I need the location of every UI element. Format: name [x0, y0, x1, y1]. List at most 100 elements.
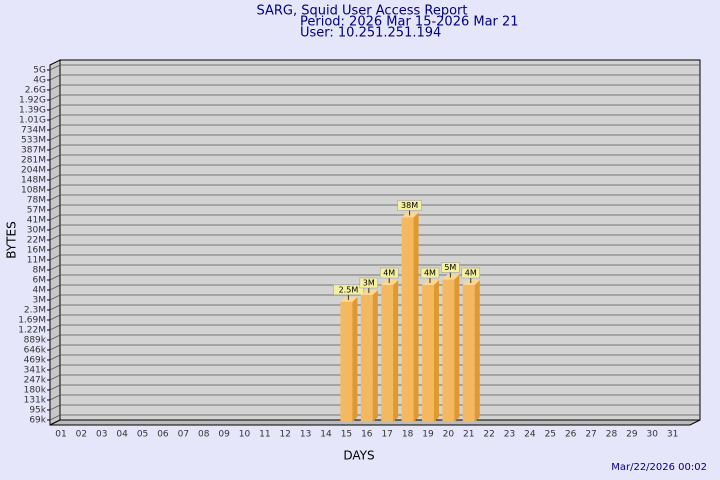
- bar-group: 5M: [441, 262, 460, 422]
- y-tick-label: 1.92G: [19, 96, 46, 106]
- y-tick-label: 6M: [33, 276, 47, 286]
- grid-line: [49, 384, 700, 391]
- y-tick-label: 57M: [27, 206, 46, 216]
- x-tick-label: 08: [198, 430, 210, 440]
- x-tick-label: 13: [300, 430, 311, 440]
- bar: [401, 217, 414, 422]
- bar-side: [454, 274, 460, 422]
- x-tick-label: 04: [116, 430, 128, 440]
- chart-user: User: 10.251.251.194: [300, 26, 441, 41]
- grid-line: [49, 284, 700, 291]
- bar: [421, 285, 434, 422]
- grid-line: [49, 154, 700, 161]
- x-axis-label: DAYS: [343, 449, 374, 463]
- x-tick-label: 27: [585, 430, 596, 440]
- x-tick-label: 11: [259, 430, 270, 440]
- grid-line: [49, 134, 700, 141]
- grid-line: [49, 334, 700, 341]
- bar-group: 4M: [420, 267, 440, 422]
- plot-floor: [49, 419, 701, 426]
- y-tick-label: 889k: [24, 336, 47, 346]
- y-tick-label: 148M: [21, 176, 46, 186]
- grid-line: [49, 94, 700, 101]
- value-label: 3M: [363, 279, 375, 288]
- x-tick-label: 20: [443, 430, 455, 440]
- grid-line: [49, 254, 700, 261]
- value-label-box: [461, 267, 480, 279]
- y-tick-label: 247k: [24, 376, 47, 386]
- grid-line: [49, 364, 700, 371]
- y-tick-label: 180k: [24, 386, 47, 396]
- grid-line: [49, 84, 700, 91]
- x-tick-label: 25: [545, 430, 556, 440]
- x-tick-label: 28: [606, 430, 618, 440]
- value-label-box: [397, 200, 422, 211]
- x-tick-label: 29: [626, 430, 638, 440]
- grid-line: [49, 74, 700, 81]
- grid-line: [49, 404, 700, 411]
- x-tick-label: 14: [320, 430, 332, 440]
- y-tick-label: 469k: [24, 356, 47, 366]
- x-tick-label: 09: [218, 430, 230, 440]
- value-label-box: [333, 284, 364, 296]
- bar: [340, 301, 353, 422]
- grid-line: [49, 114, 700, 121]
- y-tick-label: 5G: [33, 66, 46, 76]
- y-tick-label: 387M: [21, 146, 46, 156]
- x-tick-label: 23: [504, 430, 515, 440]
- y-tick-label: 4M: [33, 286, 47, 296]
- x-tick-label: 18: [402, 430, 414, 440]
- x-tick-label: 26: [565, 430, 577, 440]
- grid-line: [49, 264, 700, 271]
- grid-line: [49, 214, 700, 221]
- plot-side-wall: [49, 59, 61, 426]
- value-label: 4M: [424, 269, 436, 278]
- bar: [442, 279, 455, 422]
- x-tick-label: 24: [524, 430, 536, 440]
- x-tick-label: 06: [157, 430, 169, 440]
- grid-line: [49, 224, 700, 231]
- y-axis-label: BYTES: [5, 221, 19, 258]
- grid-line: [49, 174, 700, 181]
- x-tick-label: 17: [381, 430, 392, 440]
- y-tick-label: 8M: [33, 266, 47, 276]
- bar: [360, 295, 373, 422]
- y-tick-label: 2.6G: [25, 86, 46, 96]
- y-tick-label: 78M: [27, 196, 46, 206]
- x-tick-label: 30: [646, 430, 658, 440]
- grid-line: [49, 144, 700, 151]
- bar-group: 4M: [379, 267, 399, 422]
- y-tick-label: 11M: [27, 256, 46, 266]
- grid-line: [49, 344, 700, 351]
- x-tick-label: 21: [463, 430, 474, 440]
- bar-group: 4M: [461, 267, 480, 422]
- y-tick-label: 95k: [29, 406, 46, 416]
- plot-back-wall: [59, 59, 701, 421]
- grid-line: [49, 184, 700, 191]
- x-tick-label: 05: [137, 430, 148, 440]
- grid-line: [49, 124, 700, 131]
- bar-side: [372, 290, 378, 422]
- y-tick-label: 22M: [27, 236, 46, 246]
- value-label: 4M: [383, 269, 395, 278]
- y-tick-label: 281M: [21, 156, 46, 166]
- value-label-box: [441, 262, 460, 273]
- y-tick-label: 41M: [27, 216, 46, 226]
- y-tick-label: 30M: [27, 226, 46, 236]
- x-tick-label: 15: [341, 430, 352, 440]
- grid-line: [49, 234, 700, 241]
- x-tick-label: 16: [361, 430, 373, 440]
- value-label-box: [359, 277, 379, 289]
- grid-line: [49, 164, 700, 171]
- x-tick-label: 07: [178, 430, 189, 440]
- grid-line: [49, 274, 700, 281]
- bar: [462, 285, 475, 422]
- x-tick-label: 19: [422, 430, 434, 440]
- y-tick-label: 131k: [24, 396, 47, 406]
- y-tick-label: 1.39G: [19, 106, 46, 116]
- y-tick-label: 2.3M: [24, 306, 46, 316]
- x-tick-label: 02: [76, 430, 87, 440]
- value-label: 4M: [465, 269, 477, 278]
- grid-line: [49, 204, 700, 211]
- bar-group: 3M: [359, 277, 379, 422]
